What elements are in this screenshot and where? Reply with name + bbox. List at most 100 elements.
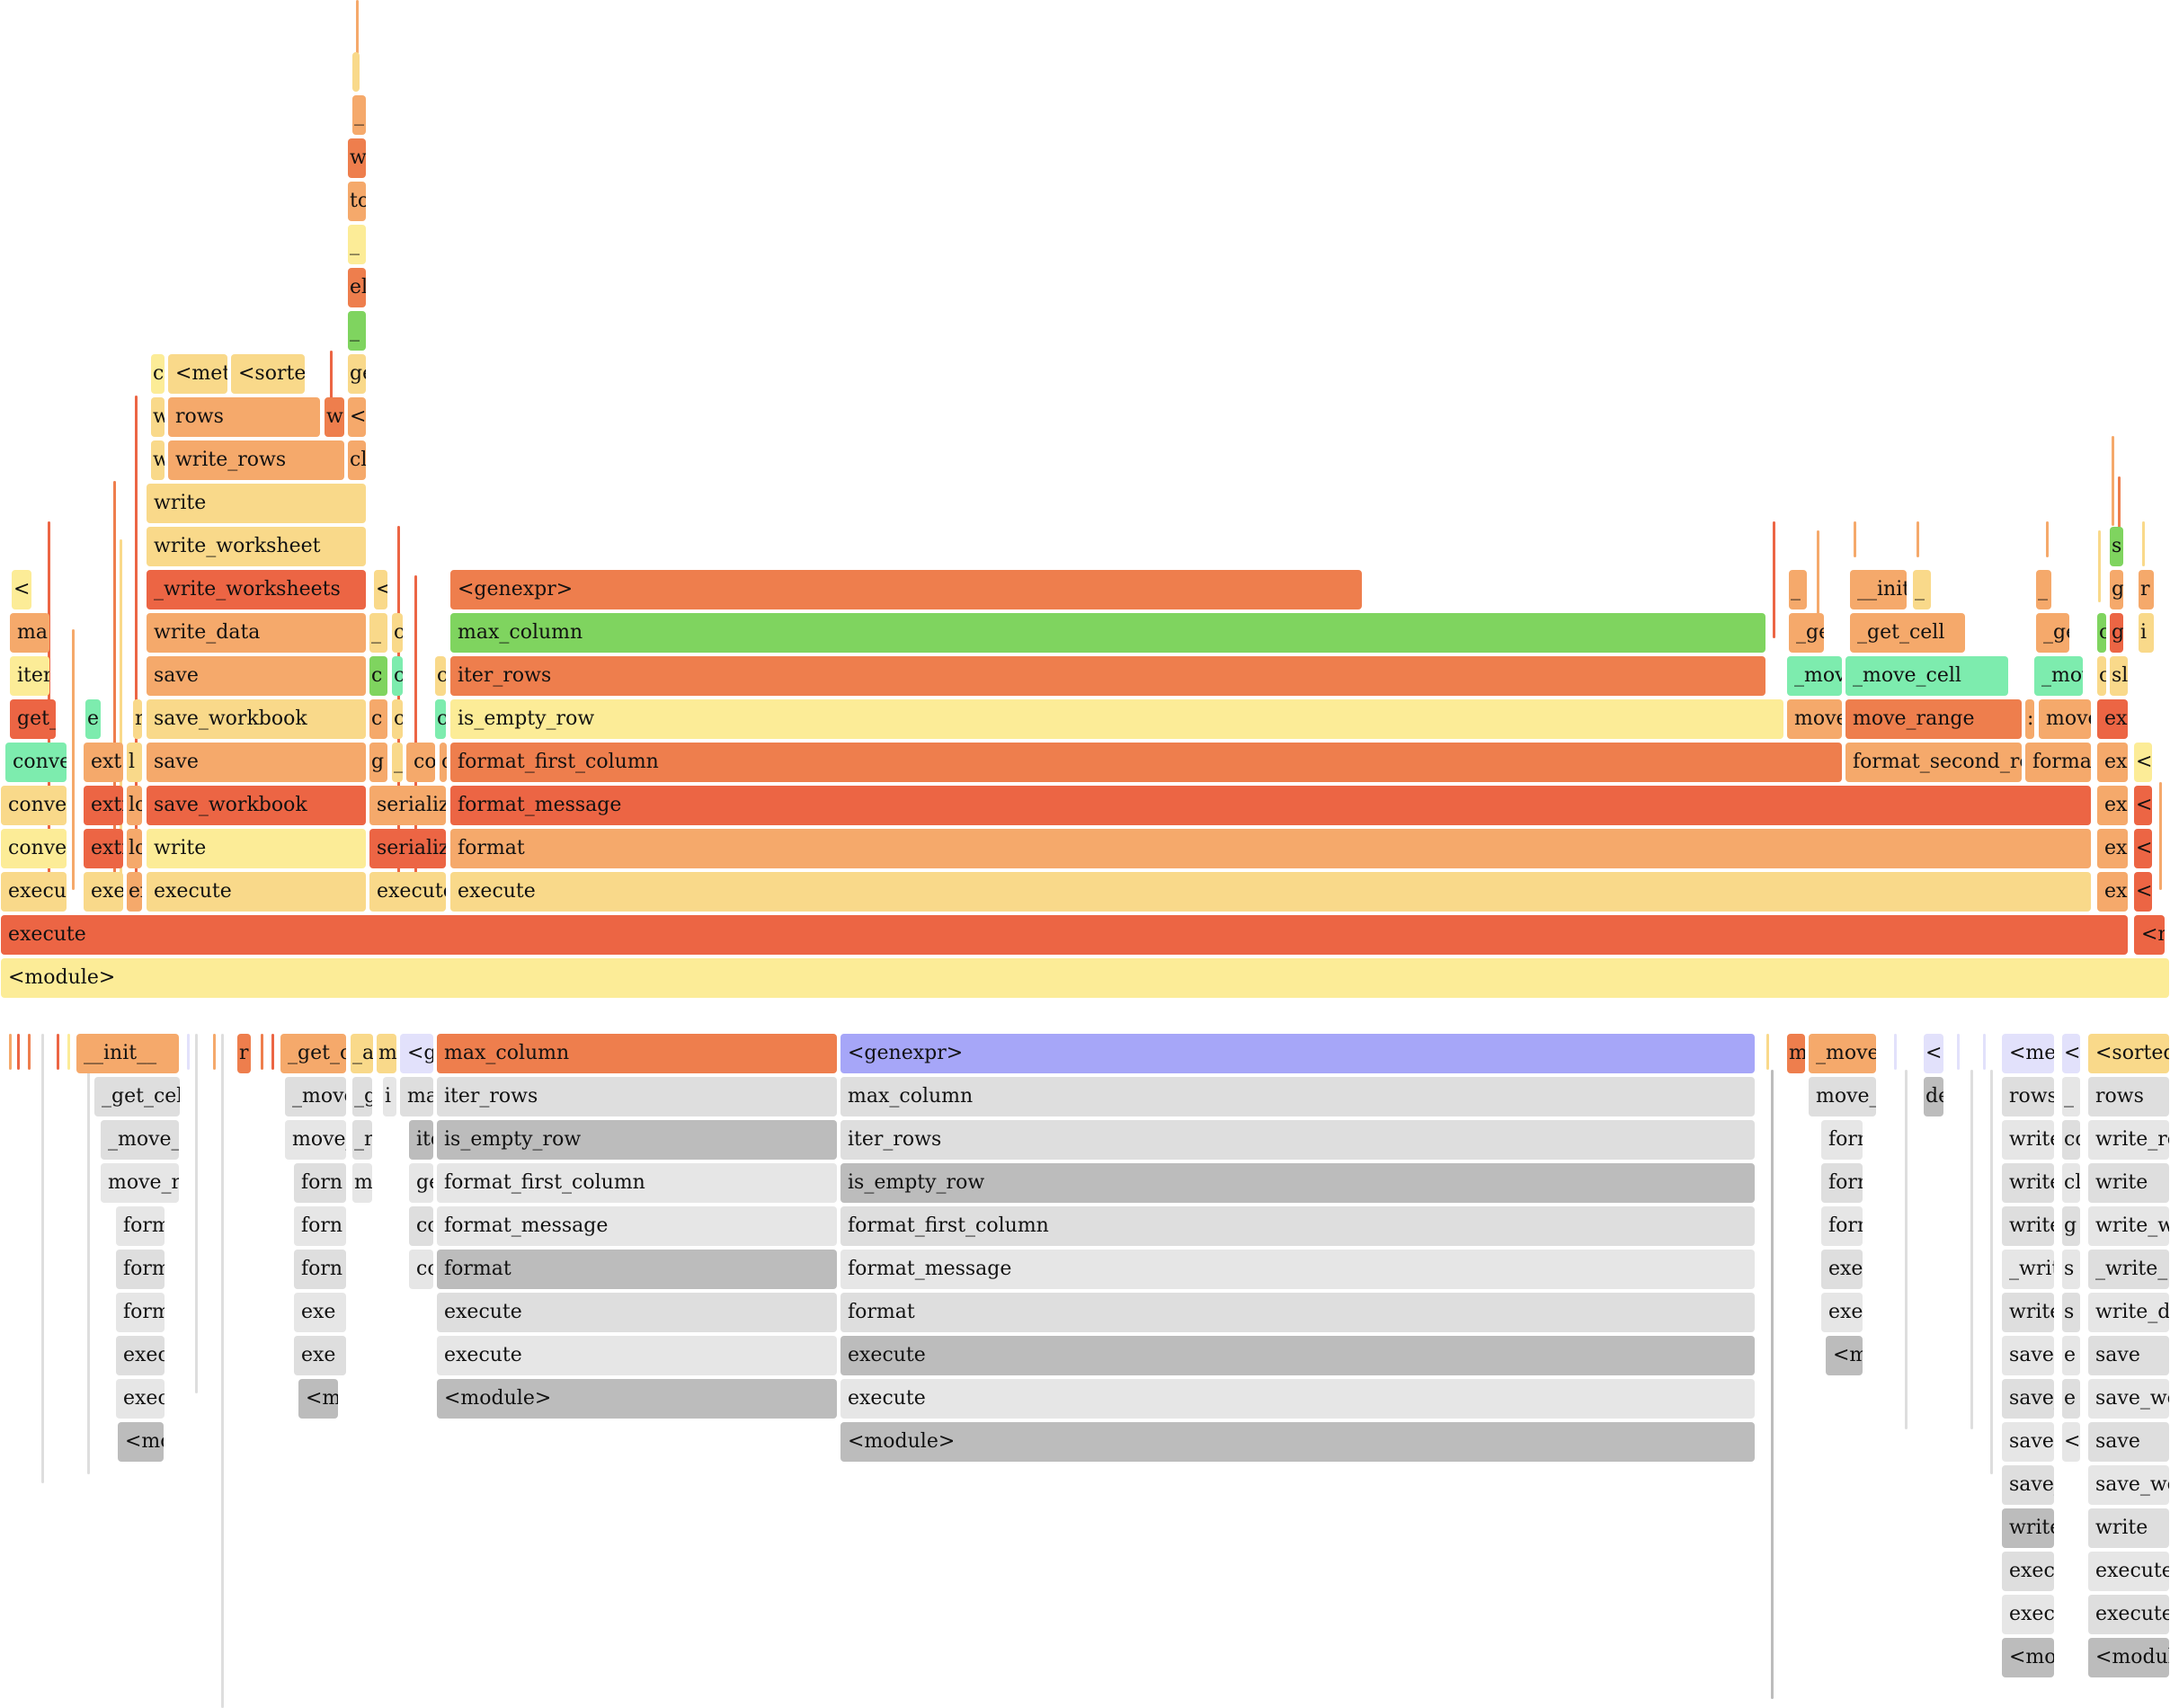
flame-frame[interactable]: execute <box>840 1336 1755 1375</box>
flame-frame[interactable]: c <box>392 613 403 653</box>
flame-frame[interactable]: lo <box>127 786 142 825</box>
flame-frame[interactable]: g <box>369 743 387 782</box>
flame-frame[interactable]: save_wo <box>2088 1465 2169 1505</box>
flame-frame[interactable]: write_ro <box>2088 1120 2169 1160</box>
flame-sliver[interactable] <box>1983 1034 1987 1070</box>
flame-frame[interactable]: <module> <box>840 1422 1755 1462</box>
flame-frame[interactable]: serialize <box>369 829 446 868</box>
flame-frame[interactable]: e <box>2062 1336 2080 1375</box>
flame-frame[interactable]: write_ <box>2002 1293 2054 1332</box>
flame-frame[interactable]: g <box>2062 1206 2080 1246</box>
flame-sliver[interactable] <box>112 481 116 890</box>
flame-frame[interactable]: e <box>85 699 101 739</box>
flame-sliver[interactable] <box>86 1070 90 1474</box>
flame-frame[interactable]: exec <box>116 1336 165 1375</box>
flame-frame[interactable]: _ <box>2036 570 2051 609</box>
flame-frame[interactable]: _move_ <box>285 1077 346 1116</box>
flame-frame[interactable]: execu <box>2002 1595 2054 1634</box>
flame-frame[interactable]: < <box>2134 786 2152 825</box>
flame-frame[interactable]: < <box>2062 1034 2080 1073</box>
flame-frame[interactable]: <genexpr> <box>840 1034 1755 1073</box>
flame-frame[interactable]: save_wo <box>2088 1379 2169 1419</box>
flame-frame[interactable]: format_second_row <box>1845 743 2022 782</box>
flame-frame[interactable]: _ <box>348 311 366 351</box>
flame-frame[interactable]: _ge <box>1789 613 1824 653</box>
flame-frame[interactable]: write <box>2088 1508 2169 1548</box>
flame-sliver[interactable] <box>1957 1034 1961 1070</box>
flame-frame[interactable]: max_column <box>450 613 1765 653</box>
flame-frame[interactable]: save <box>2088 1422 2169 1462</box>
flame-sliver[interactable] <box>186 1034 190 1070</box>
flame-frame[interactable]: execute <box>1 915 2128 955</box>
flame-sliver[interactable] <box>1905 1070 1908 1429</box>
flame-sliver[interactable] <box>1989 1070 1993 1474</box>
flame-frame[interactable]: <module> <box>1 958 2169 998</box>
flame-sliver[interactable] <box>1970 1070 1973 1429</box>
flame-frame[interactable]: save_workbook <box>147 786 366 825</box>
flame-frame[interactable]: _move_cell <box>1845 656 2008 696</box>
flame-sliver[interactable] <box>221 1034 225 1708</box>
flame-frame[interactable]: <meth <box>168 354 227 394</box>
flame-frame[interactable]: save <box>147 656 366 696</box>
flame-frame[interactable]: _write_worksheets <box>147 570 366 609</box>
flame-frame[interactable]: iter <box>10 656 49 696</box>
flame-frame[interactable]: is_empty_row <box>840 1163 1755 1203</box>
flame-frame[interactable]: _move_ <box>1809 1034 1876 1073</box>
flame-frame[interactable]: _move_c <box>101 1120 179 1160</box>
flame-sliver[interactable] <box>1773 521 1776 638</box>
flame-frame[interactable]: r <box>237 1034 251 1073</box>
flame-frame[interactable]: cc <box>409 1250 433 1289</box>
flame-sliver[interactable] <box>1816 530 1819 638</box>
flame-frame[interactable]: < <box>2062 1422 2080 1462</box>
flame-frame[interactable]: move_ra <box>101 1163 179 1203</box>
flame-frame[interactable]: _ <box>352 95 366 135</box>
flame-frame[interactable]: cc <box>409 1206 433 1246</box>
flame-frame[interactable]: exe <box>294 1293 346 1332</box>
flame-frame[interactable]: execute <box>1 872 67 912</box>
flame-frame[interactable]: form <box>1821 1120 1863 1160</box>
flame-frame[interactable]: _ <box>369 613 387 653</box>
flame-frame[interactable]: _ <box>348 225 366 264</box>
flame-frame[interactable]: write_worksheet <box>147 527 366 566</box>
flame-frame[interactable]: form <box>116 1293 165 1332</box>
flame-frame[interactable]: s <box>2110 527 2123 566</box>
flame-frame[interactable]: <mo <box>1826 1336 1863 1375</box>
flame-frame[interactable]: g <box>2110 613 2123 653</box>
flame-frame[interactable]: form <box>1821 1206 1863 1246</box>
flame-frame[interactable]: write <box>147 484 366 523</box>
flame-frame[interactable]: _ <box>392 743 403 782</box>
flame-frame[interactable]: is_empty_row <box>450 699 1783 739</box>
flame-frame[interactable]: <mod <box>2002 1638 2054 1677</box>
flame-frame[interactable]: exec <box>1821 1250 1863 1289</box>
flame-frame[interactable]: s <box>2062 1250 2080 1289</box>
flame-frame[interactable]: <module> <box>2134 915 2165 955</box>
flame-frame[interactable]: _g <box>352 1077 372 1116</box>
flame-frame[interactable]: __init__ <box>1850 570 1907 609</box>
flame-frame[interactable]: write_ <box>2002 1120 2054 1160</box>
flame-frame[interactable]: exec <box>116 1379 165 1419</box>
flame-sliver[interactable] <box>2046 521 2050 557</box>
flame-frame[interactable]: <ge <box>400 1034 433 1073</box>
flame-frame[interactable]: ext <box>2097 786 2128 825</box>
flame-frame[interactable]: iter_rows <box>840 1120 1755 1160</box>
flame-sliver[interactable] <box>414 575 418 890</box>
flame-frame[interactable]: execute <box>437 1293 837 1332</box>
flame-frame[interactable]: c <box>369 656 387 696</box>
flame-frame[interactable]: format_first_column <box>840 1206 1755 1246</box>
flame-frame[interactable]: < <box>1924 1034 1943 1073</box>
flame-frame[interactable]: w <box>151 397 165 437</box>
flame-sliver[interactable] <box>119 539 122 890</box>
flame-frame[interactable]: write_w <box>2088 1206 2169 1246</box>
flame-frame[interactable]: r <box>2139 570 2154 609</box>
flame-frame[interactable]: format_message <box>840 1250 1755 1289</box>
flame-frame[interactable]: execute <box>147 872 366 912</box>
flame-frame[interactable]: exe <box>84 872 123 912</box>
flame-frame[interactable]: write <box>147 829 366 868</box>
flame-frame[interactable]: format <box>450 829 2091 868</box>
flame-frame[interactable]: execute <box>437 1336 837 1375</box>
flame-frame[interactable]: <sorted> <box>231 354 305 394</box>
flame-frame[interactable]: <module> <box>437 1379 837 1419</box>
flame-frame[interactable]: move_r <box>1809 1077 1876 1116</box>
flame-sliver[interactable] <box>212 1034 216 1070</box>
flame-frame[interactable]: to <box>348 182 366 221</box>
